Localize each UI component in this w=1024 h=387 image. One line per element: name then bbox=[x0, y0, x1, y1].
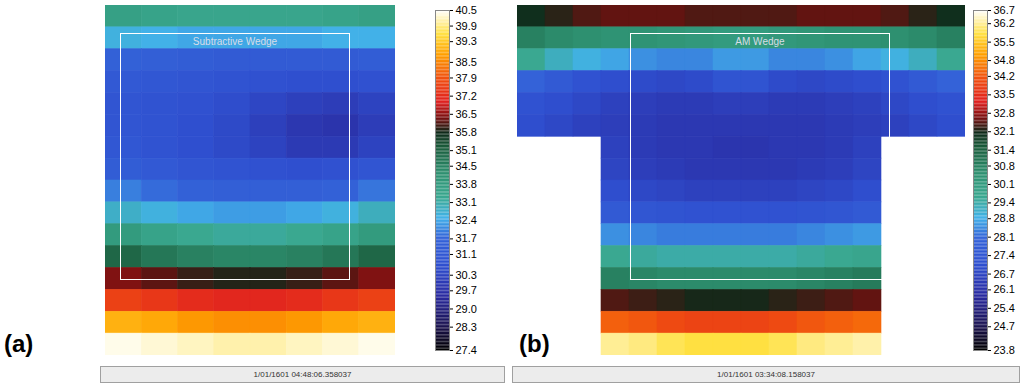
svg-text:35.1: 35.1 bbox=[456, 144, 477, 156]
svg-text:33.1: 33.1 bbox=[456, 196, 477, 208]
svg-text:28.1: 28.1 bbox=[994, 231, 1015, 243]
svg-text:28.8: 28.8 bbox=[994, 212, 1015, 224]
svg-text:30.3: 30.3 bbox=[456, 269, 477, 281]
svg-text:31.7: 31.7 bbox=[456, 232, 477, 244]
svg-text:33.5: 33.5 bbox=[994, 88, 1015, 100]
svg-text:29.0: 29.0 bbox=[456, 302, 477, 314]
svg-text:36.5: 36.5 bbox=[456, 108, 477, 120]
svg-text:28.3: 28.3 bbox=[456, 321, 477, 333]
svg-text:30.1: 30.1 bbox=[994, 178, 1015, 190]
svg-text:40.5: 40.5 bbox=[456, 4, 477, 16]
svg-text:34.8: 34.8 bbox=[994, 54, 1015, 66]
svg-text:36.2: 36.2 bbox=[994, 17, 1015, 29]
svg-text:38.5: 38.5 bbox=[456, 56, 477, 68]
svg-text:31.4: 31.4 bbox=[994, 144, 1015, 156]
svg-text:34.2: 34.2 bbox=[994, 70, 1015, 82]
svg-text:24.7: 24.7 bbox=[994, 320, 1015, 332]
svg-text:35.5: 35.5 bbox=[994, 36, 1015, 48]
html-text:AM Wedge: AM Wedge bbox=[735, 36, 785, 47]
svg-text:27.4: 27.4 bbox=[994, 249, 1015, 261]
html-text:1/01/1601 03:34:08.158037: 1/01/1601 03:34:08.158037 bbox=[717, 370, 815, 379]
svg-text:32.8: 32.8 bbox=[994, 107, 1015, 119]
html-text:(a): (a) bbox=[4, 330, 34, 357]
svg-text:26.1: 26.1 bbox=[994, 283, 1015, 295]
html-text:1/01/1601 04:48:06.358037: 1/01/1601 04:48:06.358037 bbox=[253, 370, 352, 379]
svg-text:29.4: 29.4 bbox=[994, 196, 1015, 208]
svg-text:32.1: 32.1 bbox=[994, 125, 1015, 137]
svg-text:27.4: 27.4 bbox=[456, 344, 477, 356]
svg-text:39.9: 39.9 bbox=[456, 20, 477, 32]
svg-text:29.7: 29.7 bbox=[456, 284, 477, 296]
svg-text:32.4: 32.4 bbox=[456, 214, 477, 226]
svg-text:31.1: 31.1 bbox=[456, 248, 477, 260]
svg-text:30.8: 30.8 bbox=[994, 160, 1015, 172]
svg-text:26.7: 26.7 bbox=[994, 268, 1015, 280]
html-text:Subtractive Wedge: Subtractive Wedge bbox=[192, 36, 278, 47]
svg-text:36.7: 36.7 bbox=[994, 4, 1015, 16]
svg-text:37.9: 37.9 bbox=[456, 72, 477, 84]
svg-text:39.3: 39.3 bbox=[456, 35, 477, 47]
svg-text:35.8: 35.8 bbox=[456, 126, 477, 138]
html-text:(b): (b) bbox=[519, 330, 550, 357]
svg-text:25.4: 25.4 bbox=[994, 302, 1015, 314]
svg-text:23.8: 23.8 bbox=[994, 344, 1015, 356]
svg-text:34.5: 34.5 bbox=[456, 160, 477, 172]
svg-text:37.2: 37.2 bbox=[456, 90, 477, 102]
svg-text:33.8: 33.8 bbox=[456, 178, 477, 190]
